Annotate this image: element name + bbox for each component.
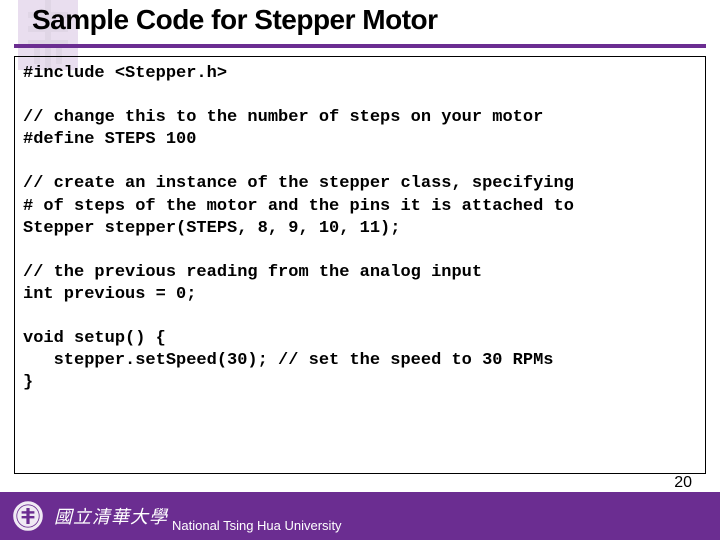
university-seal-icon xyxy=(12,500,44,532)
title-underline xyxy=(14,44,706,48)
footer-university-name: National Tsing Hua University xyxy=(172,518,342,533)
slide-title: Sample Code for Stepper Motor xyxy=(32,4,438,36)
code-block: #include <Stepper.h> // change this to t… xyxy=(14,56,706,474)
footer-bar: 國立清華大學 National Tsing Hua University xyxy=(0,492,720,540)
page-number: 20 xyxy=(674,474,692,492)
footer-chinese-name: 國立清華大學 xyxy=(54,503,168,529)
